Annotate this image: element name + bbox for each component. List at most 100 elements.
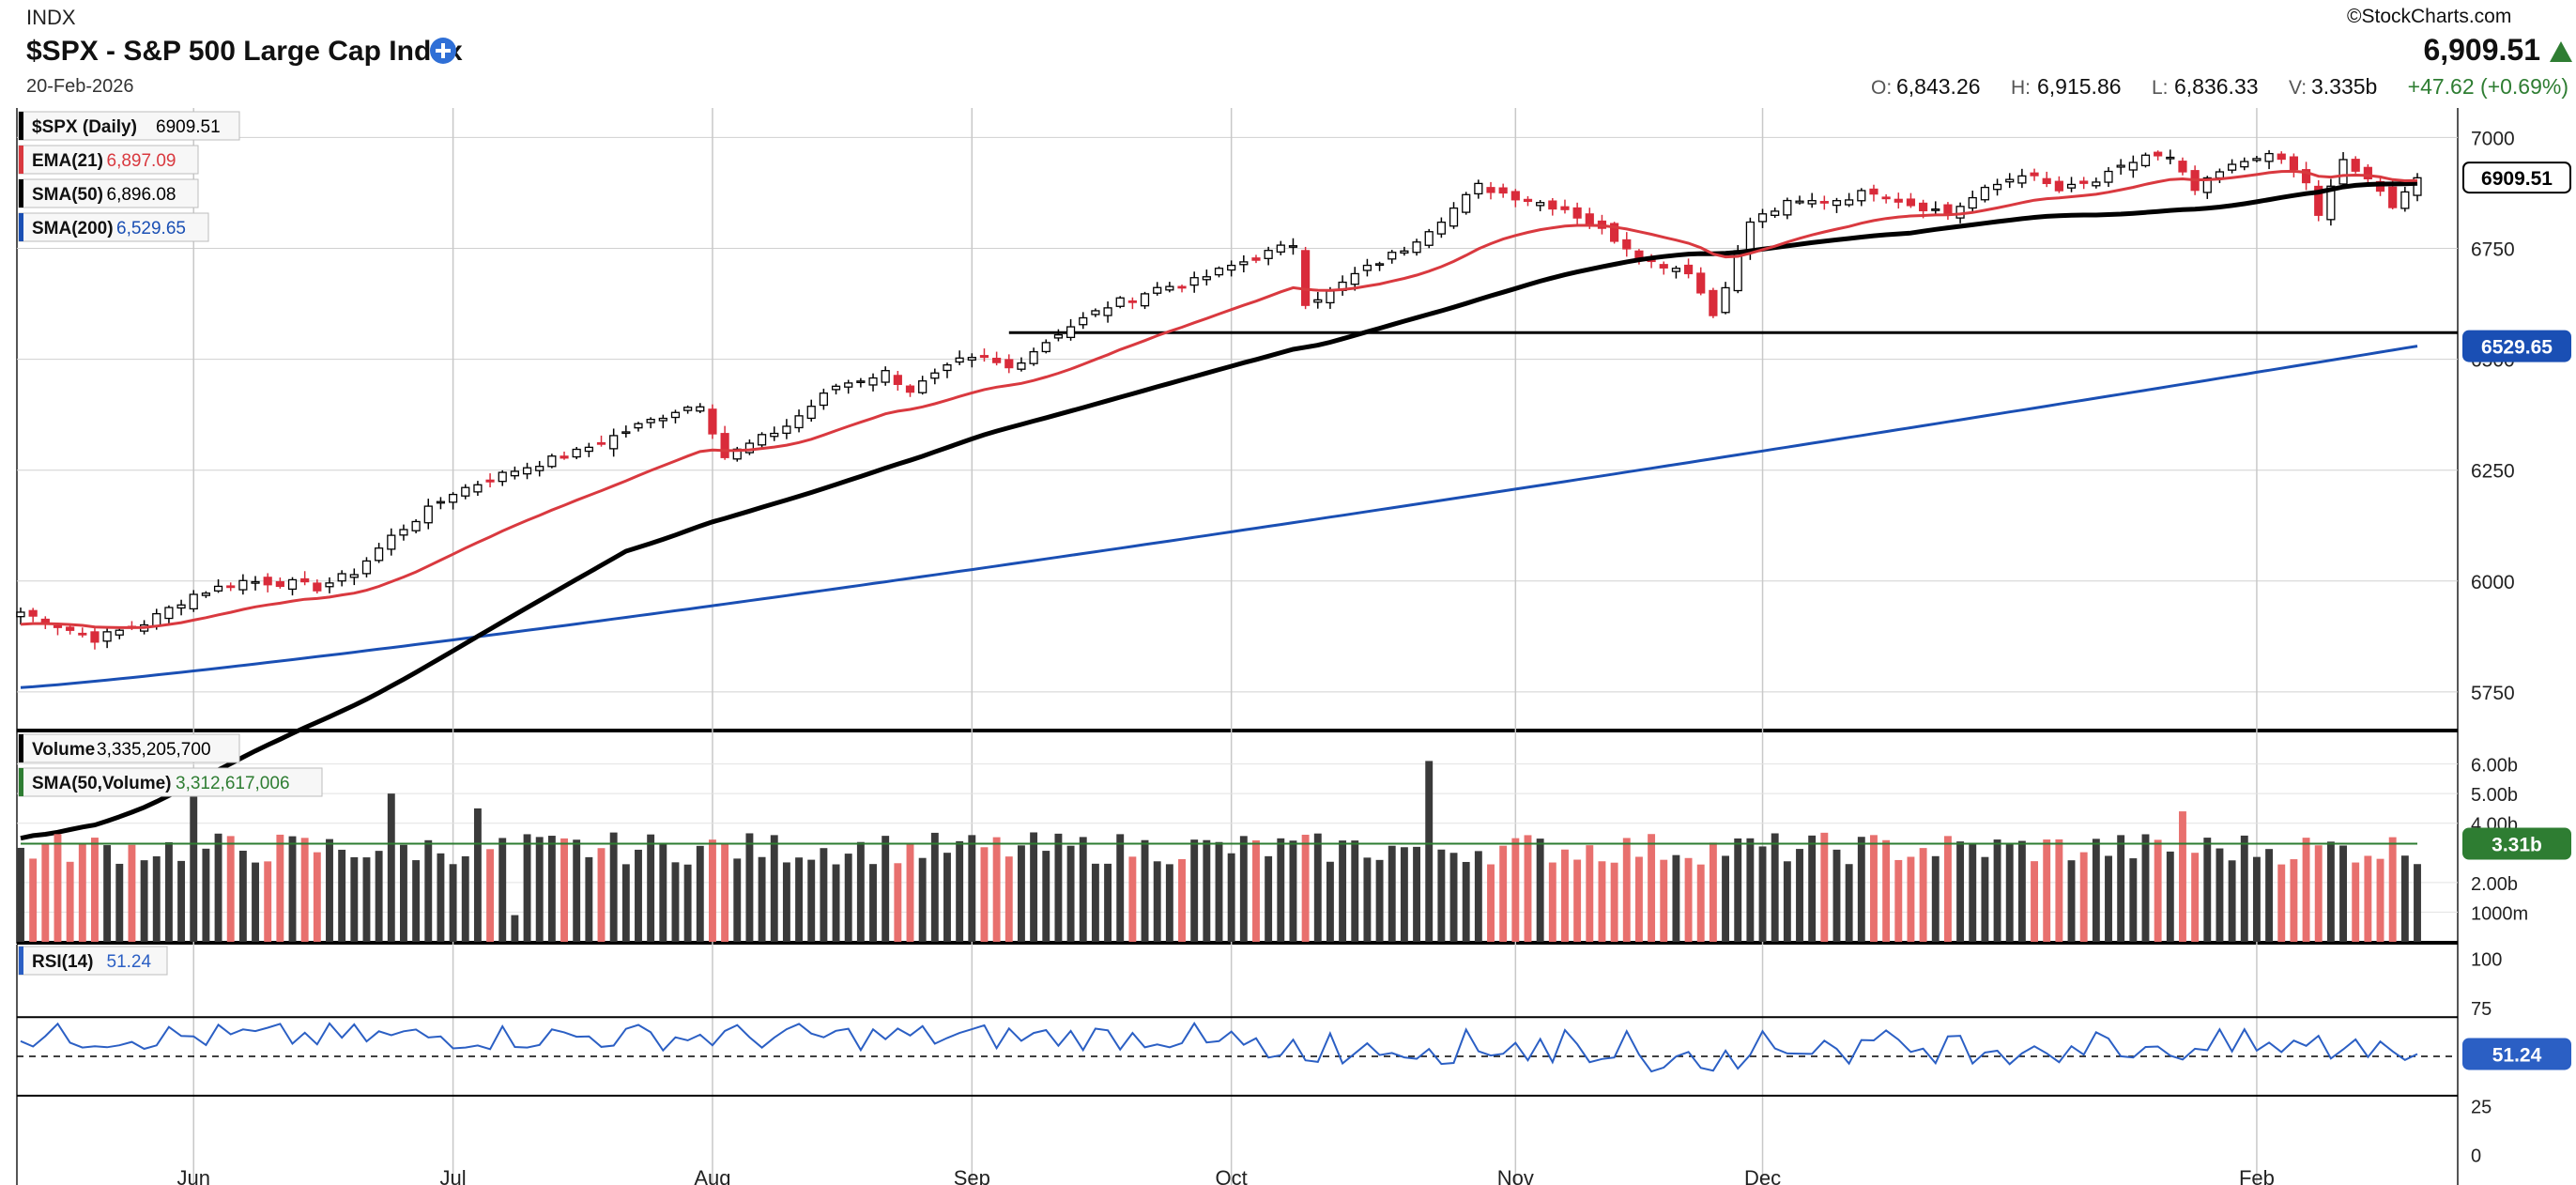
candle <box>28 608 38 623</box>
month-label: Nov <box>1497 1166 1534 1185</box>
candle <box>1819 195 1829 210</box>
price-axis-tick: 6250 <box>2471 461 2515 483</box>
volume-bar <box>869 864 877 942</box>
legend-value: 6,529.65 <box>116 219 186 239</box>
volume-bar <box>1722 855 1729 942</box>
candle <box>1783 197 1792 220</box>
volume-bar <box>1648 834 1656 942</box>
candle <box>967 353 976 368</box>
volume-bar <box>115 863 124 942</box>
candle <box>485 473 495 488</box>
rsi-line <box>20 1022 2418 1073</box>
candle <box>1807 192 1817 208</box>
volume-bar <box>387 793 395 942</box>
volume-bar <box>29 858 38 942</box>
candle <box>1301 246 1311 310</box>
candle <box>2375 177 2385 196</box>
candle <box>943 362 952 378</box>
volume-bar <box>943 853 951 942</box>
volume-bar <box>1832 849 1841 942</box>
volume-bar <box>78 844 86 942</box>
candle <box>1980 184 1990 203</box>
legend-item: SMA(50) 6,896.08 <box>18 178 199 208</box>
volume-bar <box>1771 833 1779 942</box>
volume-bar <box>252 862 259 942</box>
rsi-axis-tick: 25 <box>2471 1097 2492 1117</box>
volume-bar <box>1696 864 1705 942</box>
volume-bar <box>647 834 655 942</box>
candle <box>2178 157 2187 176</box>
candle <box>2054 176 2063 193</box>
candle <box>1079 312 1088 330</box>
candle <box>16 607 25 625</box>
candle <box>720 425 729 460</box>
volume-bar <box>721 843 729 942</box>
candle <box>2338 152 2348 189</box>
volume-bar <box>511 915 519 942</box>
volume-bar <box>930 832 939 942</box>
ohlc-readout: O: 6,843.26 H: 6,915.86 L: 6,836.33 V: 3… <box>1871 74 2568 99</box>
volume-bar <box>2017 840 2026 942</box>
candle <box>992 351 1002 366</box>
candle <box>2092 177 2101 189</box>
candle <box>1412 239 1421 256</box>
legend-item: SMA(200) 6,529.65 <box>18 212 209 242</box>
volume-bar <box>1783 861 1791 942</box>
volume-bar <box>1919 848 1927 942</box>
month-label: Jul <box>440 1166 467 1185</box>
volume-bar <box>1091 863 1099 942</box>
candle <box>164 605 174 625</box>
volume-bar <box>770 835 778 942</box>
volume-bar <box>449 864 457 942</box>
volume-bar <box>140 860 148 942</box>
high-label: H: <box>2011 77 2031 99</box>
chart-title: $SPX - S&P 500 Large Cap Index <box>26 36 463 67</box>
candle <box>1906 192 1916 208</box>
volume-bar <box>1351 840 1359 942</box>
candle <box>2104 166 2113 188</box>
volume-bar <box>313 852 321 942</box>
candle <box>1091 308 1100 317</box>
volume-bar <box>2191 853 2200 942</box>
volume-bar <box>54 834 62 942</box>
volume-bar <box>2326 841 2335 942</box>
exchange-label: INDX <box>26 6 76 29</box>
volume-bar <box>152 855 161 942</box>
volume-bar <box>2414 864 2421 942</box>
candle <box>1227 260 1236 277</box>
volume-bar <box>1487 864 1495 942</box>
volume-bar <box>906 842 914 942</box>
open-value: 6,843.26 <box>1896 74 1981 99</box>
volume-bar <box>1586 845 1594 942</box>
volume-bar <box>1054 833 1063 942</box>
add-chart-icon[interactable] <box>430 38 456 64</box>
volume-bar <box>1561 849 1569 942</box>
candle <box>1140 291 1150 310</box>
candle <box>1992 178 2002 196</box>
volume-bar <box>2154 839 2162 942</box>
candle <box>547 454 557 469</box>
candle <box>522 462 532 480</box>
candle <box>1177 285 1187 293</box>
volume-bar <box>498 838 507 942</box>
volume-bar <box>980 847 989 942</box>
candle <box>1400 246 1409 256</box>
low-label: L: <box>2152 77 2169 99</box>
month-label: Oct <box>1216 1166 1248 1185</box>
candle <box>213 578 223 593</box>
candle <box>201 591 210 598</box>
candlestick-series <box>16 149 2422 650</box>
value-badges: 6909.51 6529.65 3.31b 51.24 <box>2462 162 2571 1070</box>
volume-bar <box>486 849 495 942</box>
candle <box>1560 199 1570 214</box>
volume-bar <box>918 857 927 942</box>
volume-bar <box>1313 833 1322 942</box>
candle <box>584 442 593 457</box>
volume-bar <box>1239 836 1248 942</box>
volume-bar <box>2376 858 2384 942</box>
sma200-badge: 6529.65 <box>2462 330 2571 362</box>
volume-bar <box>91 838 99 942</box>
volume-bar <box>1462 861 1470 942</box>
volume-bar <box>2388 837 2397 942</box>
